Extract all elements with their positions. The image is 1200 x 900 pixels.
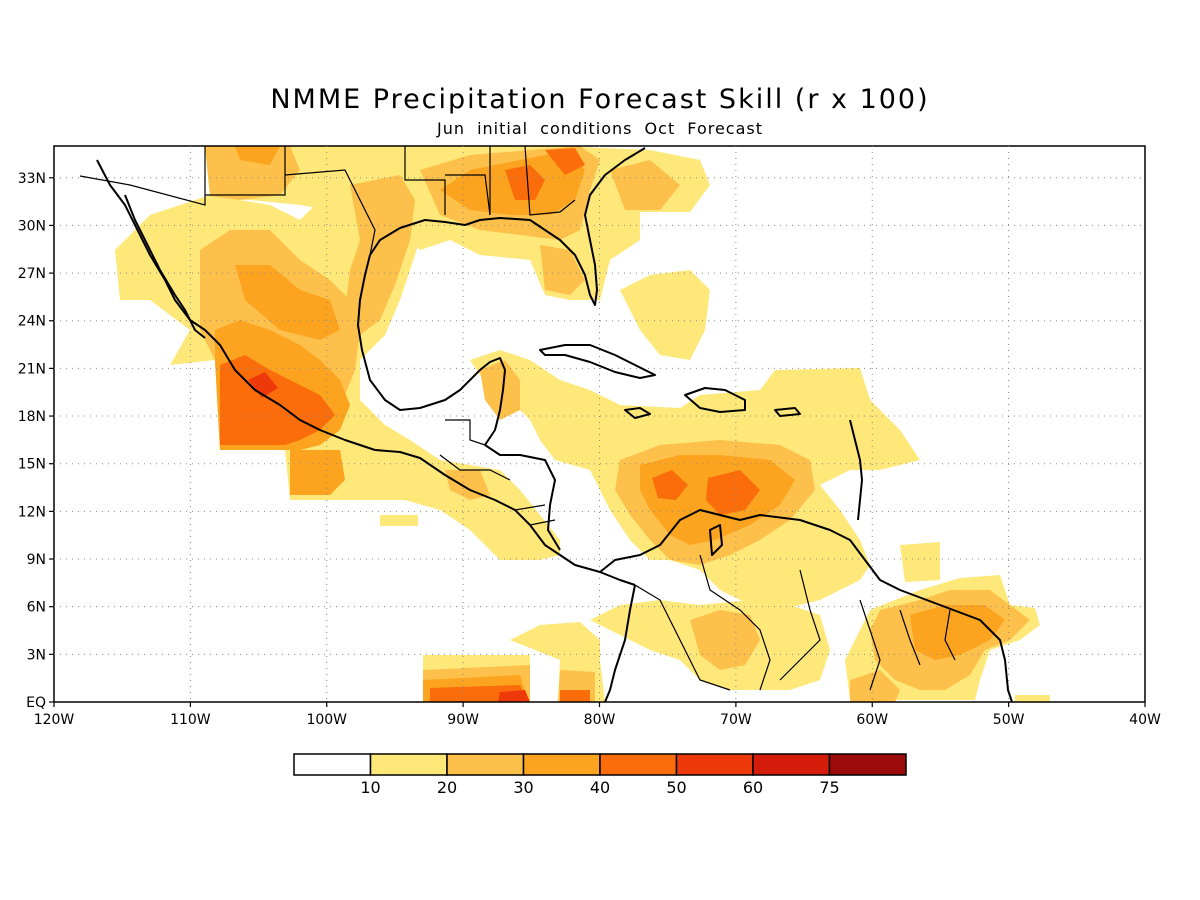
map-subtitle: Jun initial conditions Oct Forecast [436, 119, 764, 138]
lat-tick-label: 33N [18, 171, 46, 187]
colorbar-swatch [752, 753, 831, 776]
lat-tick-label: 15N [18, 457, 46, 473]
skill-shading [115, 146, 1050, 702]
colorbar-label: 60 [743, 778, 763, 797]
colorbar-swatch [599, 753, 678, 776]
colorbar-label: 50 [666, 778, 686, 797]
colorbar-swatch [369, 753, 448, 776]
lat-tick-label: 18N [18, 409, 46, 425]
colorbar-swatch [828, 753, 907, 776]
lat-tick-label: 12N [18, 504, 46, 520]
lon-tick-label: 40W [1129, 712, 1161, 728]
lon-tick-label: 60W [856, 712, 888, 728]
coastlines [96, 147, 1013, 702]
colorbar-label: 20 [437, 778, 457, 797]
lon-tick-label: 50W [993, 712, 1025, 728]
lat-tick-label: 21N [18, 361, 46, 377]
lat-tick-label: EQ [26, 695, 46, 711]
lon-tick-label: 80W [584, 712, 616, 728]
lat-tick-labels: EQ 3N 6N 9N 12N 15N 18N 21N 24N 27N 30N 33N [18, 171, 54, 711]
lon-tick-label: 120W [34, 712, 75, 728]
map-title: NMME Precipitation Forecast Skill (r x 1… [270, 84, 930, 115]
lat-tick-label: 24N [18, 314, 46, 330]
colorbar: 10 20 30 40 50 60 75 [293, 753, 907, 797]
colorbar-label: 30 [513, 778, 533, 797]
lon-tick-label: 110W [170, 712, 211, 728]
colorbar-swatch [522, 753, 601, 776]
colorbar-swatch [675, 753, 754, 776]
lat-tick-label: 6N [27, 600, 46, 616]
colorbar-label: 40 [590, 778, 610, 797]
lat-tick-label: 3N [27, 647, 46, 663]
colorbar-label: 10 [360, 778, 380, 797]
lat-tick-label: 30N [18, 218, 46, 234]
lon-tick-label: 100W [306, 712, 347, 728]
lat-tick-label: 27N [18, 266, 46, 282]
lat-tick-label: 9N [27, 552, 46, 568]
colorbar-swatch [293, 753, 372, 776]
political-borders [79, 146, 956, 691]
colorbar-label: 75 [819, 778, 839, 797]
colorbar-swatch [446, 753, 525, 776]
lon-tick-label: 90W [447, 712, 479, 728]
lon-tick-labels: 120W 110W 100W 90W 80W 70W 60W 50W 40W [34, 702, 1161, 728]
lon-tick-label: 70W [720, 712, 752, 728]
